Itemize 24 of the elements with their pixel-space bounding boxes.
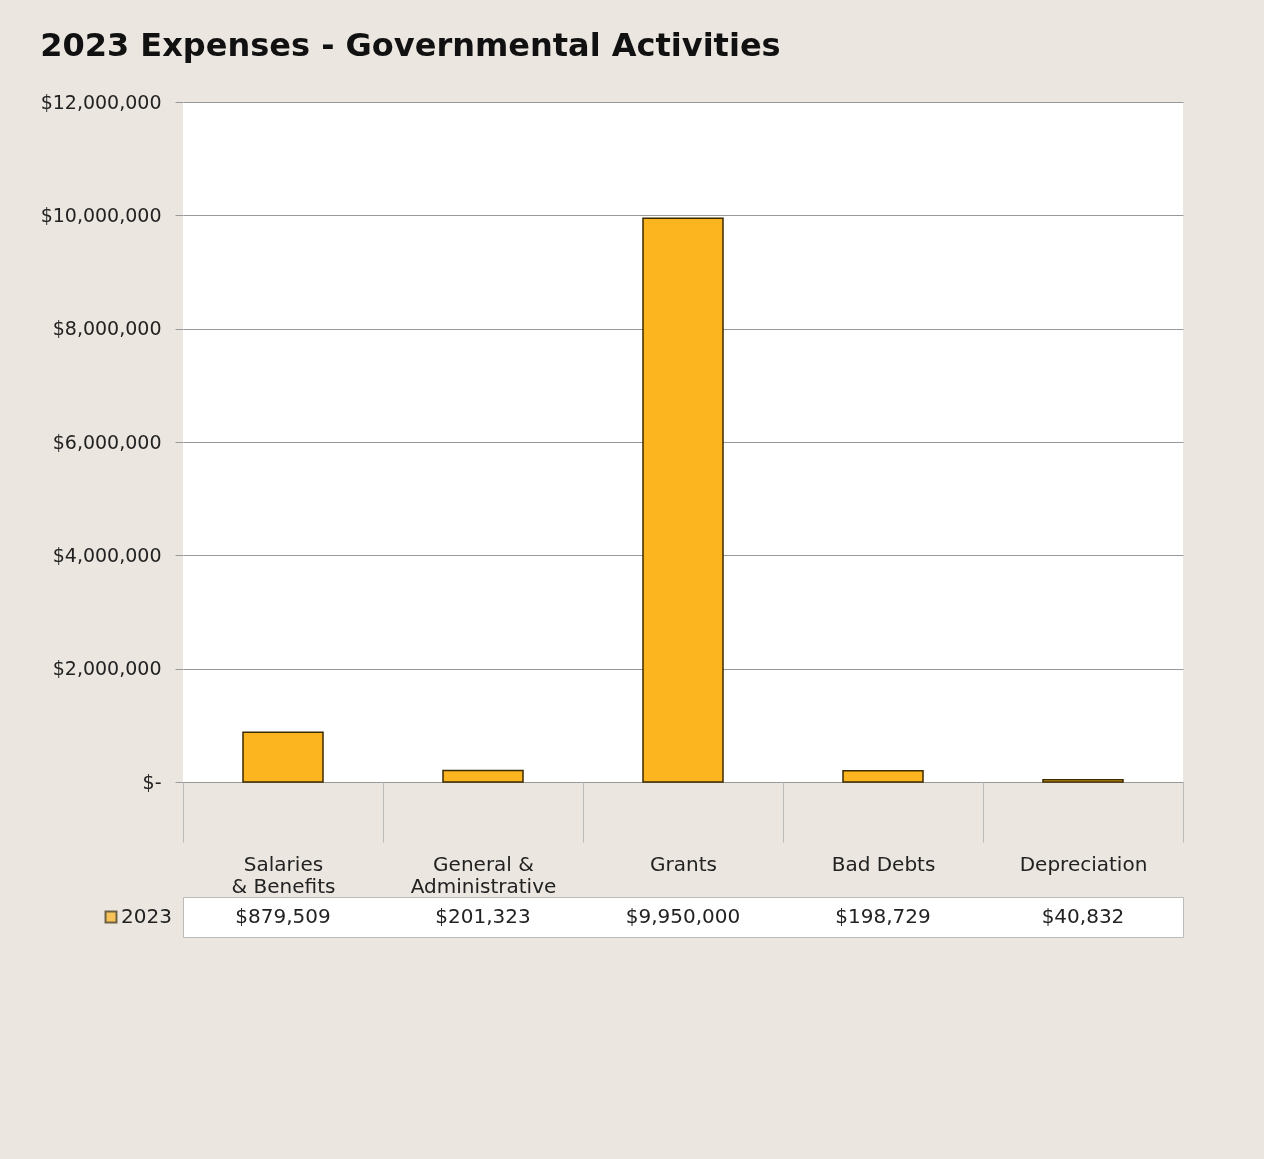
bar: [642, 217, 724, 783]
x-tick-label: General & Administrative: [410, 851, 557, 898]
y-tick-label: $4,000,000: [52, 543, 162, 566]
data-label: $201,323: [435, 904, 531, 928]
bar: [842, 769, 924, 783]
data-label: $9,950,000: [625, 904, 741, 928]
x-tick-label: Salaries & Benefits: [231, 851, 336, 898]
x-tick-label: Depreciation: [1019, 851, 1148, 876]
x-tick-label: Grants: [650, 851, 717, 876]
y-tick-label: $10,000,000: [40, 203, 162, 226]
x-tick-label: Bad Debts: [831, 851, 936, 876]
y-tick-label: $2,000,000: [52, 657, 162, 680]
y-tick-label: $8,000,000: [52, 317, 162, 340]
data-label: $198,729: [835, 904, 931, 928]
legend-label: 2023: [121, 904, 172, 928]
bar: [242, 731, 324, 783]
y-tick-label: $12,000,000: [40, 90, 162, 113]
chart-title: 2023 Expenses - Governmental Activities: [40, 26, 781, 64]
y-tick-label: $-: [142, 770, 162, 793]
bar: [442, 769, 524, 783]
data-label: $879,509: [235, 904, 331, 928]
y-tick-label: $6,000,000: [52, 430, 162, 453]
bar: [1042, 778, 1124, 783]
data-label: $40,832: [1041, 904, 1125, 928]
